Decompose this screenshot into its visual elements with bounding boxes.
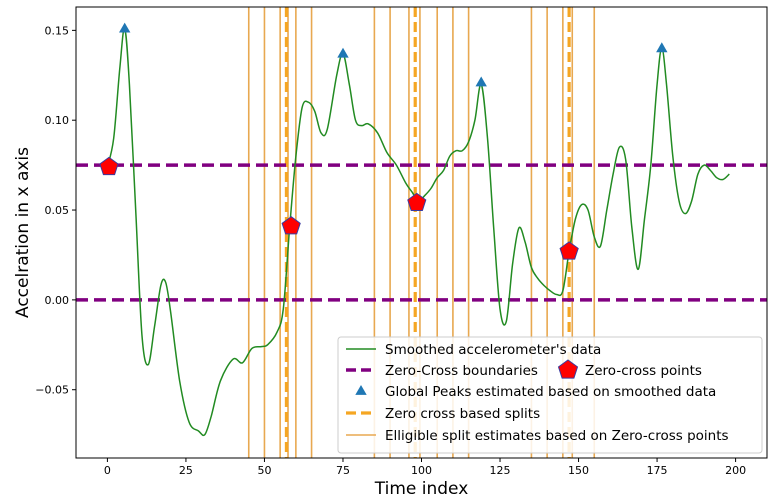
legend-label-peaks: Global Peaks estimated based on smoothed… xyxy=(385,384,716,400)
zero-cross-point-marker xyxy=(559,241,579,260)
zero-cross-boundary-lines xyxy=(76,163,767,302)
x-tick-label: 25 xyxy=(179,464,193,477)
x-tick-label: 125 xyxy=(490,464,511,477)
global-peak-marker xyxy=(656,42,668,53)
x-tick-label: 150 xyxy=(568,464,589,477)
global-peak-marker xyxy=(475,76,487,87)
y-tick-label: 0.10 xyxy=(45,114,70,127)
legend-label-eligible: Elligible split estimates based on Zero-… xyxy=(385,428,729,444)
x-tick-label: 175 xyxy=(647,464,668,477)
zero-cross-point-markers xyxy=(99,156,579,260)
legend: Smoothed accelerometer's data Zero-Cross … xyxy=(337,336,763,454)
legend-label-splits: Zero cross based splits xyxy=(385,406,540,422)
zero-cross-point-marker xyxy=(99,156,119,176)
legend-label-smoothed-data: Smoothed accelerometer's data xyxy=(385,342,601,358)
legend-entries: Smoothed accelerometer's data Zero-Cross … xyxy=(346,342,729,444)
global-peak-marker xyxy=(119,22,131,33)
legend-label-zero-cross-points: Zero-cross points xyxy=(585,363,702,379)
global-peak-markers xyxy=(119,22,668,87)
legend-label-boundaries: Zero-Cross boundaries xyxy=(385,363,538,379)
y-tick-label: 0.05 xyxy=(45,204,70,217)
x-tick-label: 0 xyxy=(104,464,111,477)
x-axis-label: Time index xyxy=(374,479,469,499)
x-tick-label: 100 xyxy=(411,464,432,477)
zero-cross-point-marker xyxy=(281,216,301,235)
y-axis-label: Accelration in x axis xyxy=(13,147,33,318)
x-tick-label: 200 xyxy=(725,464,746,477)
y-tick-label: 0.15 xyxy=(45,24,70,37)
smoothed-data-line-group xyxy=(106,27,730,437)
y-tick-label: −0.05 xyxy=(35,384,69,397)
legend-box xyxy=(337,336,763,454)
y-tick-label: 0.00 xyxy=(45,294,70,307)
x-tick-label: 50 xyxy=(257,464,271,477)
global-peak-marker xyxy=(337,47,349,58)
legend-handle-zero-cross-points xyxy=(557,359,579,379)
zero-cross-point-marker xyxy=(407,192,427,211)
smoothed-data-line xyxy=(106,27,730,437)
legend-handle-peaks xyxy=(355,385,367,395)
y-axis-ticks: −0.05 0.00 0.05 0.10 0.15 xyxy=(35,24,76,397)
x-axis-ticks: 0 25 50 75 100 125 150 175 200 xyxy=(104,458,746,477)
x-tick-label: 75 xyxy=(336,464,350,477)
